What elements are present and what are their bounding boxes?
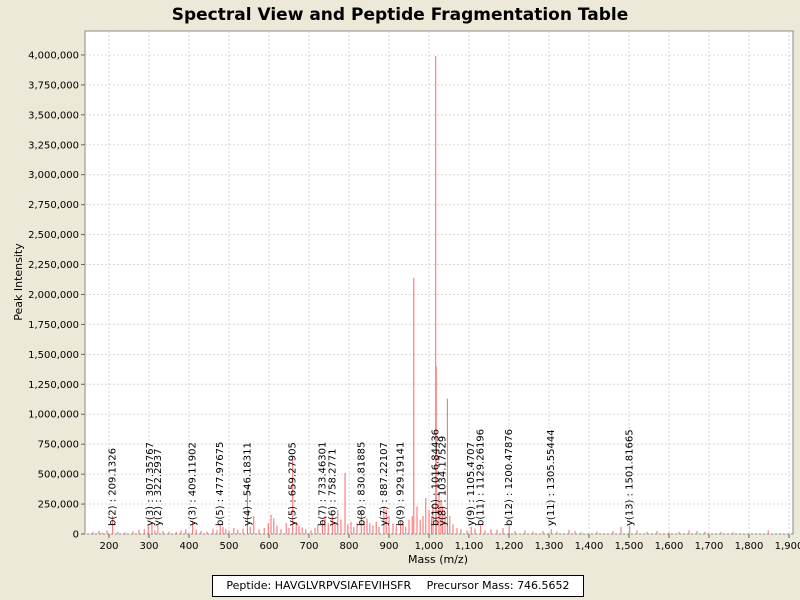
peak-annotation: y(4) : 546.18311 (242, 442, 253, 526)
peak-annotation: y(3) : 409.11902 (188, 442, 199, 526)
x-tick-label: 1,100 (455, 541, 484, 552)
peak-annotation: b(11) : 1129.26196 (476, 429, 487, 526)
peak-annotation: y(3) : 307.35767 (145, 442, 156, 526)
peak-annotation: b(2) : 209.1326 (108, 448, 119, 526)
x-tick-label: 700 (299, 541, 318, 552)
peptide-sequence: Peptide: HAVGLVRPVSIAFEVIHSFR (226, 579, 412, 592)
x-tick-label: 1,800 (735, 541, 764, 552)
y-tick-label: 3,250,000 (28, 140, 79, 151)
y-tick-label: 3,000,000 (28, 170, 79, 181)
y-tick-label: 750,000 (38, 440, 79, 451)
axes: 0 250,000 500,000 750,000 1,000,000 1,250,000… (28, 50, 800, 552)
x-tick-label: 900 (379, 541, 398, 552)
x-tick-label: 1,300 (535, 541, 564, 552)
chart-title: Spectral View and Peptide Fragmentation … (172, 5, 629, 25)
y-tick-label: 2,000,000 (28, 290, 79, 301)
x-tick-label: 400 (179, 541, 198, 552)
peak-annotation: y(11) : 1305.55444 (546, 429, 557, 526)
x-tick-label: 500 (219, 541, 238, 552)
peak-annotation: b(8) : 830.81885 (356, 442, 367, 526)
peak-annotation: y(7) : 887.22107 (379, 442, 390, 526)
x-tick-label: 300 (139, 541, 158, 552)
x-tick-label: 1,400 (575, 541, 604, 552)
y-tick-label: 500,000 (38, 470, 79, 481)
y-tick-label: 2,250,000 (28, 260, 79, 271)
x-tick-label: 1,000 (415, 541, 444, 552)
y-tick-label: 4,000,000 (28, 50, 79, 61)
x-tick-label: 1,600 (655, 541, 684, 552)
y-tick-label: 3,750,000 (28, 80, 79, 91)
y-tick-label: 2,500,000 (28, 230, 79, 241)
peak-annotation: y(9) : 1105.4707 (466, 442, 477, 526)
precursor-mass: Precursor Mass: 746.5652 (426, 579, 570, 592)
grid-lines (85, 31, 793, 535)
peak-annotation: b(5) : 477.97675 (215, 442, 226, 526)
y-tick-label: 1,500,000 (28, 350, 79, 361)
x-tick-label: 200 (99, 541, 118, 552)
peak-annotation: y(13) : 1501.81665 (625, 429, 636, 526)
x-axis-label: Mass (m/z) (408, 553, 468, 566)
peak-series (92, 56, 769, 534)
x-tick-label: 1,900 (775, 541, 800, 552)
x-tick-label: 1,500 (615, 541, 644, 552)
peak-annotation: b(9) : 929.19141 (396, 442, 407, 526)
peak-annotation: y(8) : 1034.17529 (438, 436, 449, 526)
peak-annotation: b(12) : 1200.47876 (504, 429, 515, 526)
y-tick-label: 1,000,000 (28, 410, 79, 421)
y-tick-label: 250,000 (38, 500, 79, 511)
y-axis-label: Peak Intensity (12, 243, 25, 321)
peak-annotation: y(6) : 758.2771 (327, 448, 338, 526)
x-tick-label: 1,700 (695, 541, 724, 552)
y-tick-label: 1,250,000 (28, 380, 79, 391)
peak-annotation: y(2) : 322.2937 (153, 448, 164, 526)
x-tick-label: 600 (259, 541, 278, 552)
peak-annotation: b(7) : 733.46301 (317, 442, 328, 526)
peak-annotation: b(10) : 1016.84436 (431, 429, 442, 526)
peak-annotation: y(5) : 659.27905 (288, 442, 299, 526)
y-tick-label: 3,500,000 (28, 110, 79, 121)
y-tick-label: 1,750,000 (28, 320, 79, 331)
x-tick-label: 1,200 (495, 541, 524, 552)
y-tick-label: 2,750,000 (28, 200, 79, 211)
y-tick-label: 0 (73, 530, 79, 541)
peptide-info-box: Peptide: HAVGLVRPVSIAFEVIHSFR Precursor … (212, 575, 584, 597)
x-tick-label: 800 (339, 541, 358, 552)
